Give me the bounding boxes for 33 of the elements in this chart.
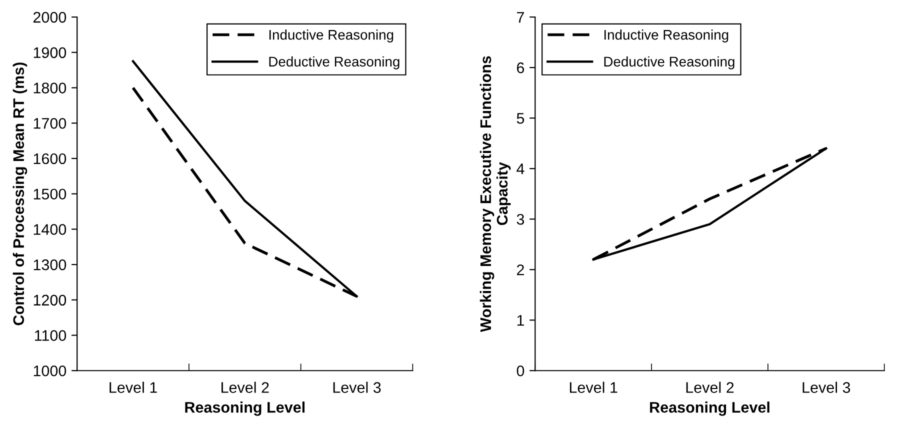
y-tick-label: 1800 bbox=[34, 82, 66, 94]
y-tick-label: 1100 bbox=[34, 330, 66, 341]
y-tick-label: 2000 bbox=[33, 12, 66, 23]
y-tick-label: 1700 bbox=[34, 118, 66, 129]
x-tick-label: Level 1 bbox=[110, 382, 157, 393]
legend-label: Inductive Reasoning bbox=[604, 30, 728, 42]
y-tick-label: 7 bbox=[517, 12, 524, 23]
y-axis-title: Control of Processing Mean RT (ms) bbox=[12, 62, 28, 326]
y-tick-label: 1900 bbox=[34, 47, 66, 58]
y-tick-label: 1300 bbox=[34, 259, 66, 270]
x-tick-label: Level 3 bbox=[802, 382, 850, 393]
x-axis-title: Reasoning Level bbox=[185, 402, 305, 416]
y-tick-label: 1000 bbox=[34, 365, 66, 376]
x-tick-label: Level 2 bbox=[222, 382, 269, 393]
y-tick-label: 1500 bbox=[34, 188, 66, 200]
x-tick-label: Level 1 bbox=[570, 382, 618, 393]
x-tick-label: Level 3 bbox=[333, 382, 381, 393]
y-tick-label: 0 bbox=[516, 365, 524, 376]
legend-label: Deductive Reasoning bbox=[269, 56, 400, 70]
y-tick-label: 6 bbox=[516, 62, 524, 74]
y-tick-label: 1600 bbox=[34, 153, 66, 164]
x-axis-title: Reasoning Level bbox=[650, 402, 770, 416]
legend-label: Deductive Reasoning bbox=[604, 56, 734, 70]
x-tick-label: Level 2 bbox=[686, 382, 734, 393]
y-tick-label: 1400 bbox=[34, 224, 66, 235]
y-tick-label: 2 bbox=[516, 264, 524, 276]
y-tick-label: 1 bbox=[517, 315, 524, 326]
y-tick-label: 5 bbox=[516, 113, 524, 124]
y-tick-label: 3 bbox=[516, 214, 524, 225]
y-axis-title: Working Memory Executive Functions Capacity bbox=[480, 56, 511, 332]
legend-label: Inductive Reasoning bbox=[269, 30, 394, 42]
y-tick-label: 1200 bbox=[34, 294, 66, 306]
y-tick-label: 4 bbox=[516, 164, 524, 174]
